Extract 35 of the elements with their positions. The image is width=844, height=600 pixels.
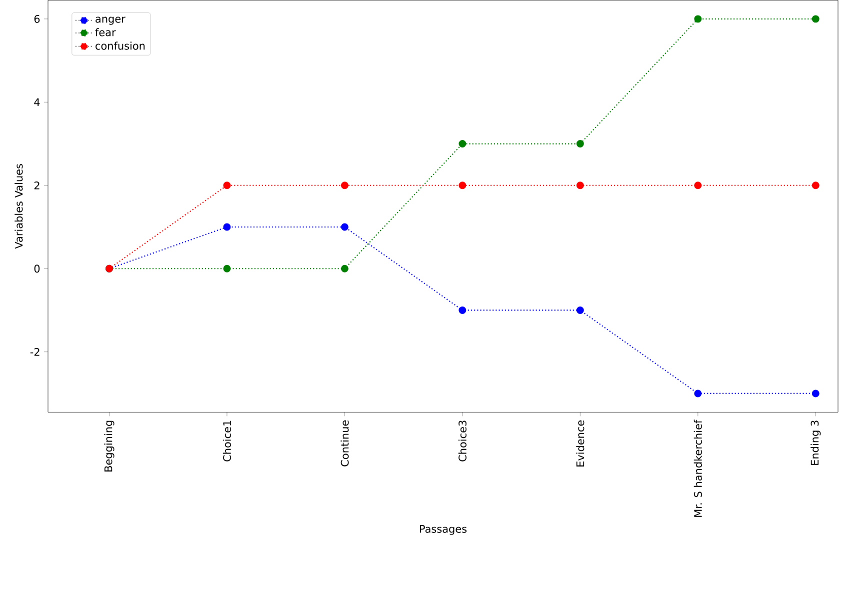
point: [576, 182, 584, 190]
point: [694, 15, 702, 23]
y-tick-label: -2: [30, 348, 40, 356]
point: [340, 264, 348, 272]
point: [576, 140, 584, 148]
point: [812, 15, 820, 23]
point: [694, 182, 702, 190]
point: [576, 306, 584, 314]
y-tick-label: 0: [34, 264, 40, 272]
x-axis-title: Passages: [420, 524, 467, 535]
x-tick-label: Ending 3: [810, 420, 821, 465]
point: [458, 182, 466, 190]
point: [812, 390, 820, 398]
legend-label: confusion: [96, 42, 145, 50]
point: [458, 306, 466, 314]
legend-label: anger: [96, 16, 126, 25]
y-tick-label: 4: [34, 98, 40, 106]
y-axis-title: Variables Values: [14, 164, 23, 249]
x-tick-label: Choice3: [458, 420, 466, 462]
point: [223, 182, 231, 190]
y-tick-label: 6: [34, 14, 40, 23]
point: [458, 140, 466, 148]
y-tick-label: 2: [34, 181, 40, 190]
point: [223, 223, 231, 231]
point: [812, 182, 820, 190]
x-tick-label: Choice1: [222, 420, 231, 462]
point: [694, 390, 702, 398]
x-tick-label: Mr. S handkerchief: [694, 420, 702, 517]
x-tick-label: Continue: [340, 420, 349, 466]
x-tick-label: Evidence: [576, 420, 584, 466]
point: [223, 264, 231, 272]
x-tick-label: Beggining: [104, 420, 114, 472]
point: [340, 182, 348, 190]
legend-label: fear: [95, 28, 116, 36]
point: [340, 223, 348, 231]
